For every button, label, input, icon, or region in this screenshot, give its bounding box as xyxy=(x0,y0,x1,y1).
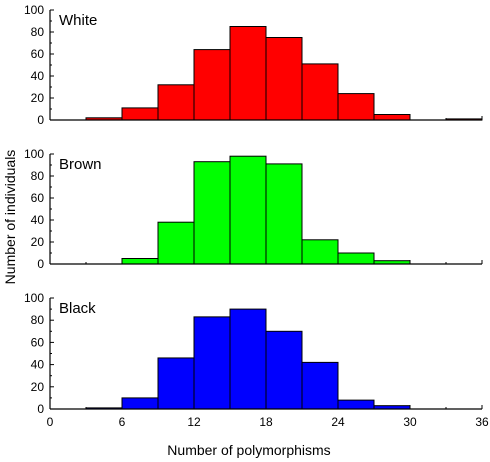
panel-brown: 0 20 40 60 80 100 Brown xyxy=(24,147,483,271)
x-tick-label: 30 xyxy=(403,415,417,429)
bar-white-9 xyxy=(157,84,195,121)
x-tick-label: 24 xyxy=(331,415,345,429)
bar-white-6 xyxy=(121,107,159,121)
bar-white-24 xyxy=(337,93,375,121)
bar-brown-12 xyxy=(193,161,231,265)
bar-white-27 xyxy=(373,114,411,121)
bar-white-18 xyxy=(265,37,303,121)
y-tick-label: 20 xyxy=(31,91,45,105)
panel-black: 0 20 40 60 80 100 Black xyxy=(24,291,483,416)
bar-black-21 xyxy=(301,361,339,410)
y-tick-label: 40 xyxy=(31,213,45,227)
y-tick-label: 0 xyxy=(37,113,44,127)
bar-white-12 xyxy=(193,49,231,121)
y-tick-label: 0 xyxy=(37,257,44,271)
bar-brown-6 xyxy=(121,258,159,265)
panel-label-white: White xyxy=(59,12,97,29)
panels-group: 0 20 40 60 80 100 White 0 20 40 60 80 100 Brown 0 20 40 6… xyxy=(24,3,483,416)
x-tick-label: 36 xyxy=(475,415,489,429)
bar-white-21 xyxy=(301,63,339,121)
panel-label-brown: Brown xyxy=(59,156,102,173)
y-tick-label: 60 xyxy=(31,191,45,205)
x-tick-label: 0 xyxy=(47,415,54,429)
panel-label-black: Black xyxy=(59,300,96,317)
bar-black-12 xyxy=(193,316,231,410)
y-tick-label: 20 xyxy=(31,380,45,394)
y-tick-label: 80 xyxy=(31,25,45,39)
y-tick-label: 60 xyxy=(31,335,45,349)
y-tick-label: 100 xyxy=(24,3,44,17)
panel-white: 0 20 40 60 80 100 White xyxy=(24,3,483,127)
y-tick-label: 60 xyxy=(31,47,45,61)
bar-brown-9 xyxy=(157,221,195,265)
bar-black-24 xyxy=(337,399,375,410)
y-tick-label: 0 xyxy=(37,402,44,416)
y-tick-label: 80 xyxy=(31,169,45,183)
y-tick-label: 100 xyxy=(24,147,44,161)
bar-brown-18 xyxy=(265,163,303,265)
bar-brown-21 xyxy=(301,239,339,265)
y-tick-label: 100 xyxy=(24,291,44,305)
y-tick-label: 80 xyxy=(31,313,45,327)
bar-black-9 xyxy=(157,357,195,410)
x-axis-title: Number of polymorphisms xyxy=(167,442,330,458)
y-tick-label: 40 xyxy=(31,69,45,83)
x-tick-label: 6 xyxy=(119,415,126,429)
y-axis-title: Number of individuals xyxy=(2,150,18,285)
x-axis-ticks: 0 6 12 18 24 30 36 xyxy=(47,415,489,429)
x-tick-label: 18 xyxy=(259,415,273,429)
bar-brown-24 xyxy=(337,252,375,265)
bar-black-15 xyxy=(229,308,267,410)
bar-black-6 xyxy=(121,397,159,410)
y-tick-label: 20 xyxy=(31,235,45,249)
bar-brown-15 xyxy=(229,155,267,265)
bar-white-15 xyxy=(229,26,267,121)
bar-black-18 xyxy=(265,330,303,410)
x-tick-label: 12 xyxy=(187,415,201,429)
y-tick-label: 40 xyxy=(31,358,45,372)
